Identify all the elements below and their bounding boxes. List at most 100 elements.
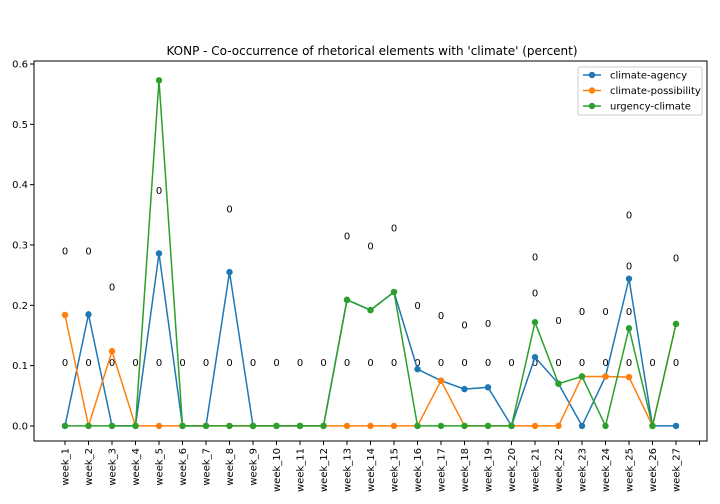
annotation-label: 0 xyxy=(226,204,232,215)
annotation-label: 0 xyxy=(344,231,350,242)
data-point xyxy=(578,373,586,380)
x-tick-label: week_10 xyxy=(272,448,283,492)
data-point xyxy=(414,366,421,373)
data-point xyxy=(367,306,374,314)
x-tick-label: week_6 xyxy=(178,448,189,486)
data-point xyxy=(414,422,421,430)
annotation-label: 0 xyxy=(297,358,303,369)
x-tick-label: week_1 xyxy=(61,448,72,486)
annotation-label: 0 xyxy=(438,358,444,369)
data-point xyxy=(132,422,139,430)
series-line xyxy=(64,314,677,429)
annotation-label: 0 xyxy=(626,210,632,221)
data-point xyxy=(155,77,163,84)
x-tick-label: week_9 xyxy=(249,448,260,486)
x-tick-label: week_26 xyxy=(648,448,659,492)
y-axis: 0.0 0.1 0.2 0.3 0.4 0.5 0.6 xyxy=(12,60,34,432)
annotation-label: 0 xyxy=(367,358,373,369)
data-point xyxy=(672,320,680,328)
x-tick-label: week_24 xyxy=(601,448,612,492)
y-tick-label: 0.0 xyxy=(12,421,28,432)
x-tick-label: week_25 xyxy=(625,448,636,492)
annotation-label: 0 xyxy=(579,307,585,318)
x-tick-label: week_27 xyxy=(672,448,683,492)
data-point xyxy=(531,422,539,430)
annotation-label: 0 xyxy=(344,358,350,369)
annotation-label: 0 xyxy=(367,242,373,253)
annotation-label: 0 xyxy=(555,316,561,327)
annotation-label: 0 xyxy=(485,319,491,330)
y-tick-label: 0.2 xyxy=(12,301,28,312)
x-tick-label: week_4 xyxy=(131,448,142,486)
annotation-label: 0 xyxy=(273,358,279,369)
annotation-label: 0 xyxy=(461,321,467,332)
annotation-label: 0 xyxy=(414,301,420,312)
data-point xyxy=(155,422,163,430)
data-point xyxy=(578,422,586,430)
data-point xyxy=(531,318,539,326)
annotation-label: 0 xyxy=(132,358,138,369)
x-tick-label: week_20 xyxy=(507,448,518,492)
legend: climate-agency climate-possibility urgency… xyxy=(577,66,703,116)
data-point xyxy=(343,296,351,304)
data-point xyxy=(249,422,257,430)
data-point xyxy=(508,422,515,430)
annotation-label: 0 xyxy=(461,358,467,369)
annotation-label: 0 xyxy=(62,247,68,258)
annotation-label: 0 xyxy=(532,358,538,369)
data-point xyxy=(226,268,233,276)
annotation-label: 0 xyxy=(508,358,514,369)
annotation-label: 0 xyxy=(602,358,608,369)
annotation-label: 0 xyxy=(250,358,256,369)
data-point xyxy=(179,422,186,430)
annotation-label: 0 xyxy=(626,262,632,273)
annotation-label: 0 xyxy=(555,358,561,369)
annotation-label: 0 xyxy=(391,224,397,235)
data-point xyxy=(672,422,680,430)
data-point xyxy=(437,377,445,384)
legend-marker xyxy=(588,87,596,94)
data-point xyxy=(61,422,69,430)
legend-label: climate-possibility xyxy=(610,86,701,97)
data-point xyxy=(85,422,92,430)
data-point xyxy=(85,311,92,318)
data-point xyxy=(202,422,210,430)
x-tick-label: week_21 xyxy=(531,448,542,492)
data-point xyxy=(61,311,69,319)
annotation-label: 0 xyxy=(85,247,91,258)
y-tick-label: 0.6 xyxy=(12,60,28,71)
x-tick-label: week_14 xyxy=(366,448,377,492)
data-point xyxy=(531,353,539,361)
series-urgency-climate xyxy=(61,77,680,430)
x-axis: week_1 week_2 week_3 week_4 week_5 week_6 week… xyxy=(61,441,700,492)
x-tick-label: week_11 xyxy=(296,448,307,492)
series-climate-agency xyxy=(61,250,680,430)
data-point xyxy=(555,380,562,387)
x-tick-label: week_3 xyxy=(108,448,119,486)
y-tick-label: 0.1 xyxy=(12,361,28,372)
annotation-label: 0 xyxy=(532,289,538,300)
x-tick-label: week_17 xyxy=(437,448,448,492)
annotation-label: 0 xyxy=(438,311,444,322)
data-point xyxy=(484,384,492,391)
data-point xyxy=(484,422,492,430)
data-point xyxy=(461,422,468,430)
data-point xyxy=(320,422,327,430)
annotation-label: 0 xyxy=(226,358,232,369)
data-point xyxy=(461,385,468,393)
data-point xyxy=(108,422,116,430)
data-point xyxy=(625,275,633,282)
annotation-label: 0 xyxy=(391,358,397,369)
x-tick-label: week_18 xyxy=(460,448,471,492)
annotations: 0 0 0 0 0 0 0 0 0 0 0 0 0 0 0 0 0 0 0 0 0 0 0 0 0 0 0 0 0 0 0 0 0 0 0 0 0 0 0 0… xyxy=(62,186,679,369)
x-tick-label: week_7 xyxy=(202,448,213,486)
x-tick-label: week_23 xyxy=(578,448,589,492)
data-point xyxy=(296,422,304,430)
annotation-label: 0 xyxy=(626,307,632,318)
annotation-label: 0 xyxy=(579,358,585,369)
data-point xyxy=(108,347,116,355)
x-tick-label: week_8 xyxy=(225,448,236,486)
legend-label: urgency-climate xyxy=(610,102,691,113)
data-point xyxy=(625,325,633,332)
